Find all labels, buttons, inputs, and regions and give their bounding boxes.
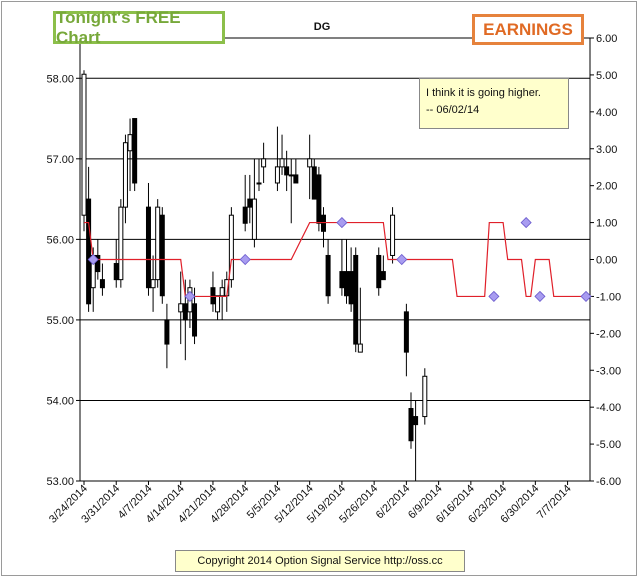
candle-body <box>348 271 354 305</box>
signal-marker <box>488 290 500 302</box>
candle-body <box>242 206 248 224</box>
right-axis-tick-label: -3.00 <box>596 365 621 377</box>
candle-body <box>413 416 419 426</box>
right-axis-tick-label: -4.00 <box>596 402 621 414</box>
signal-marker <box>239 253 251 266</box>
candle-body <box>357 343 363 353</box>
candle-body <box>95 254 101 273</box>
candle-body <box>122 142 128 208</box>
candle-body <box>376 254 382 289</box>
candle-body <box>150 279 156 289</box>
signal-marker <box>184 290 196 302</box>
annotation-note: I think it is going higher. -- 06/02/14 <box>419 78 569 129</box>
candle-body <box>320 214 326 232</box>
candle-body <box>261 158 267 168</box>
right-axis-tick-label: -1.00 <box>596 291 621 303</box>
candle-body <box>159 214 165 297</box>
signal-marker <box>580 290 592 302</box>
right-axis-tick-label: 4.00 <box>596 107 617 119</box>
candle-body <box>256 182 262 185</box>
candle-body <box>339 271 345 289</box>
earnings-badge: EARNINGS <box>472 14 584 45</box>
candle-body <box>145 206 151 289</box>
candle-body <box>127 134 133 152</box>
candle-body <box>279 158 285 168</box>
candle-body <box>344 271 350 297</box>
copyright-footer: Copyright 2014 Option Signal Service htt… <box>175 550 465 572</box>
candle-body <box>192 303 198 337</box>
candle-body <box>422 375 428 418</box>
candle-body <box>274 166 280 184</box>
signal-line <box>84 221 582 298</box>
candle-body <box>353 254 359 345</box>
right-axis-tick-label: -2.00 <box>596 328 621 340</box>
candle-body <box>380 271 386 281</box>
note-line-1: I think it is going higher. <box>426 87 541 99</box>
right-axis-tick-label: -6.00 <box>596 476 621 488</box>
candle-body <box>86 198 92 305</box>
candle-body <box>293 174 299 184</box>
right-axis-tick-label: 6.00 <box>596 33 617 45</box>
candle-body <box>210 287 216 305</box>
x-axis-tick-label: 7/7/2014 <box>535 483 574 522</box>
candle-body <box>228 214 234 281</box>
x-axis-tick-label: 6/2/2014 <box>374 483 413 522</box>
left-axis-tick-label: 53.00 <box>46 476 74 488</box>
candle-body <box>408 408 414 442</box>
signal-marker <box>336 217 348 229</box>
candle-body <box>219 287 225 297</box>
candle-body <box>247 198 253 208</box>
candle-body <box>311 166 317 200</box>
right-axis-tick-label: 5.00 <box>596 70 617 82</box>
candle-body <box>113 263 119 281</box>
right-axis-tick-label: 3.00 <box>596 144 617 156</box>
right-axis-tick-label: 1.00 <box>596 218 617 230</box>
candle-body <box>81 73 87 216</box>
right-axis-tick-label: -5.00 <box>596 439 621 451</box>
left-axis-tick-label: 57.00 <box>46 154 74 166</box>
candle-body <box>132 118 138 184</box>
candle-body <box>284 166 290 176</box>
right-axis-tick-label: 2.00 <box>596 181 617 193</box>
signal-marker <box>520 217 532 229</box>
signal-marker <box>87 253 99 266</box>
candle-body <box>316 174 322 224</box>
free-chart-badge: Tonight's FREE Chart <box>53 8 225 47</box>
candle-body <box>155 206 161 281</box>
candle-body <box>178 303 184 313</box>
candle-body <box>288 174 294 177</box>
left-axis-tick-label: 58.00 <box>46 73 74 85</box>
candle-body <box>251 198 257 240</box>
candle-body <box>390 214 396 256</box>
candle-body <box>99 279 105 289</box>
left-axis-tick-label: 55.00 <box>46 315 74 327</box>
signal-marker <box>396 253 408 266</box>
right-axis-tick-label: 0.00 <box>596 255 617 267</box>
candle-body <box>307 158 313 168</box>
candle-body <box>164 319 170 345</box>
candle-body <box>403 311 409 353</box>
candle-body <box>182 303 188 321</box>
note-line-2: -- 06/02/14 <box>426 104 480 116</box>
candle-body <box>118 206 124 281</box>
left-axis-tick-label: 56.00 <box>46 234 74 246</box>
candle-body <box>325 254 331 297</box>
ticker-symbol: DG <box>313 21 331 33</box>
candle-body <box>215 295 221 313</box>
signal-marker <box>534 290 546 302</box>
left-axis-tick-label: 54.00 <box>46 395 74 407</box>
